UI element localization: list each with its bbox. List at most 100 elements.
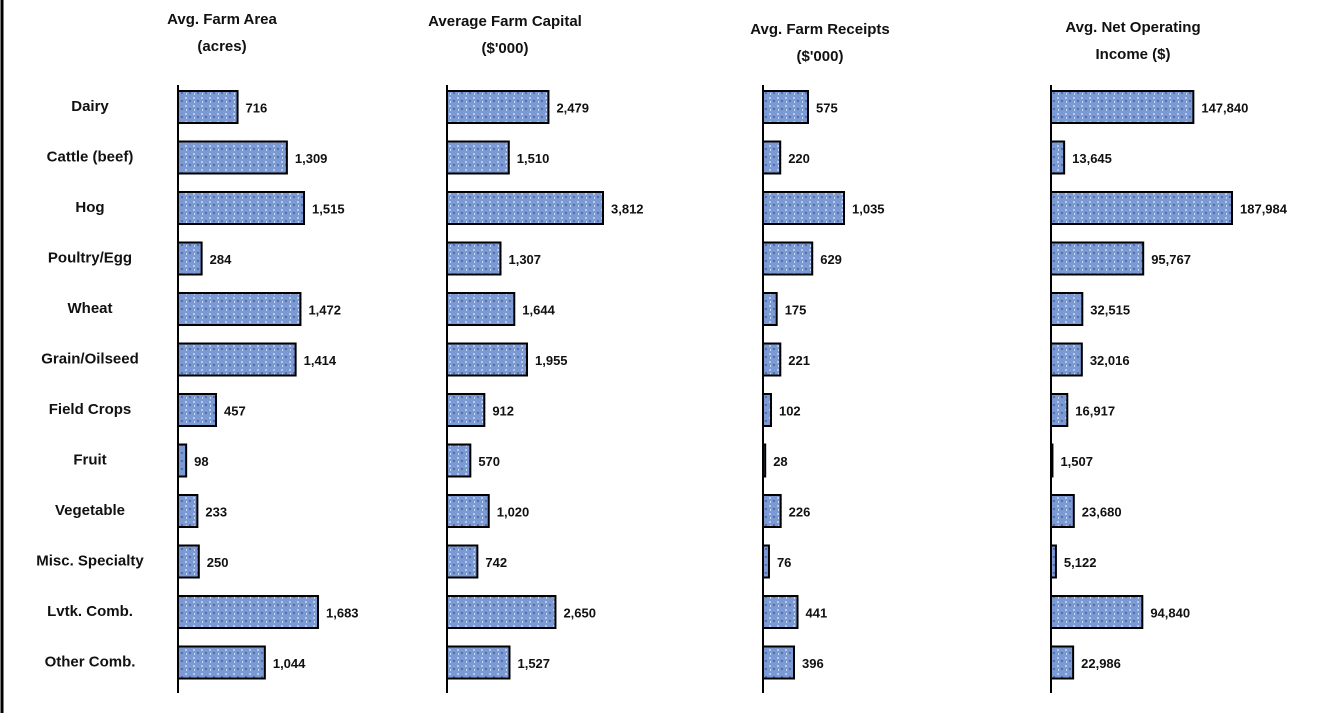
value-label: 221 — [788, 353, 810, 368]
bar — [177, 494, 199, 528]
bar — [1050, 544, 1057, 579]
category-label: Other Comb. — [45, 653, 136, 670]
bar — [762, 393, 772, 427]
bar — [177, 645, 266, 680]
bar — [1050, 342, 1083, 377]
value-label: 1,020 — [497, 504, 530, 519]
bar — [1050, 443, 1054, 478]
bar — [762, 595, 799, 629]
value-label: 575 — [816, 100, 838, 115]
value-label: 1,515 — [312, 201, 345, 216]
category-label: Fruit — [73, 451, 106, 468]
bar — [446, 292, 516, 326]
bar — [446, 191, 604, 225]
bar — [446, 393, 486, 427]
bar — [177, 595, 319, 629]
value-label: 742 — [485, 555, 507, 570]
value-label: 32,515 — [1090, 302, 1130, 317]
value-label: 570 — [478, 454, 500, 469]
bar — [177, 140, 288, 175]
bar — [1050, 140, 1066, 175]
value-label: 1,644 — [522, 302, 555, 317]
value-label: 147,840 — [1201, 100, 1248, 115]
category-label: Lvtk. Comb. — [47, 603, 133, 620]
chart-title: ($'000) — [482, 40, 529, 57]
category-label: Poultry/Egg — [48, 249, 132, 266]
value-label: 175 — [785, 302, 807, 317]
value-label: 102 — [779, 403, 801, 418]
bar — [177, 191, 306, 225]
bar — [1050, 645, 1075, 680]
bar — [446, 645, 511, 680]
bar — [1050, 191, 1233, 225]
value-label: 5,122 — [1064, 555, 1097, 570]
value-label: 1,527 — [517, 656, 550, 671]
value-label: 457 — [224, 403, 246, 418]
bar — [446, 241, 502, 276]
value-label: 16,917 — [1075, 403, 1115, 418]
bar — [1050, 595, 1144, 629]
value-label: 1,044 — [273, 656, 306, 671]
value-label: 1,309 — [295, 151, 328, 166]
category-label: Vegetable — [55, 502, 125, 519]
value-label: 22,986 — [1081, 656, 1121, 671]
value-label: 95,767 — [1151, 252, 1191, 267]
value-label: 1,035 — [852, 201, 885, 216]
value-label: 226 — [789, 504, 811, 519]
value-label: 94,840 — [1150, 605, 1190, 620]
bar — [446, 140, 510, 175]
bar — [177, 292, 302, 326]
bar — [762, 241, 814, 276]
value-label: 23,680 — [1082, 504, 1122, 519]
category-label: Field Crops — [49, 401, 132, 418]
bar — [446, 90, 550, 124]
bar — [177, 241, 203, 276]
bar — [177, 90, 239, 124]
value-label: 1,414 — [304, 353, 337, 368]
value-label: 716 — [246, 100, 268, 115]
value-label: 32,016 — [1090, 353, 1130, 368]
value-label: 1,510 — [517, 151, 550, 166]
value-label: 629 — [820, 252, 842, 267]
bar — [446, 342, 529, 377]
value-label: 284 — [210, 252, 232, 267]
value-label: 3,812 — [611, 201, 644, 216]
category-label: Wheat — [68, 300, 113, 317]
bar — [762, 191, 845, 225]
value-label: 2,479 — [556, 100, 589, 115]
value-label: 98 — [194, 454, 208, 469]
bar — [446, 443, 472, 478]
value-label: 1,683 — [326, 605, 359, 620]
chart-title: Income ($) — [1095, 46, 1170, 63]
category-label: Cattle (beef) — [47, 148, 134, 165]
bar — [1050, 494, 1075, 528]
chart-title: ($'000) — [797, 48, 844, 65]
category-label: Dairy — [71, 98, 109, 115]
bar — [762, 544, 770, 579]
bar — [1050, 292, 1084, 326]
bar — [762, 90, 809, 124]
value-label: 396 — [802, 656, 824, 671]
chart-title: Avg. Farm Receipts — [750, 21, 890, 38]
category-label: Hog — [75, 199, 104, 216]
value-label: 13,645 — [1072, 151, 1112, 166]
value-label: 1,955 — [535, 353, 568, 368]
value-label: 1,507 — [1060, 454, 1093, 469]
bar — [762, 140, 782, 175]
value-label: 187,984 — [1240, 201, 1288, 216]
bar — [1050, 90, 1195, 124]
value-label: 1,472 — [308, 302, 341, 317]
chart-title: Average Farm Capital — [428, 13, 582, 30]
category-label: Misc. Specialty — [36, 552, 144, 569]
bar — [177, 544, 200, 579]
chart-title: (acres) — [197, 38, 246, 55]
category-label: Grain/Oilseed — [41, 350, 139, 367]
bar — [762, 443, 767, 478]
value-label: 2,650 — [563, 605, 596, 620]
bar — [446, 544, 479, 579]
value-label: 28 — [773, 454, 787, 469]
chart-title: Avg. Net Operating — [1065, 19, 1200, 36]
bar — [762, 494, 782, 528]
bar — [1050, 241, 1145, 276]
